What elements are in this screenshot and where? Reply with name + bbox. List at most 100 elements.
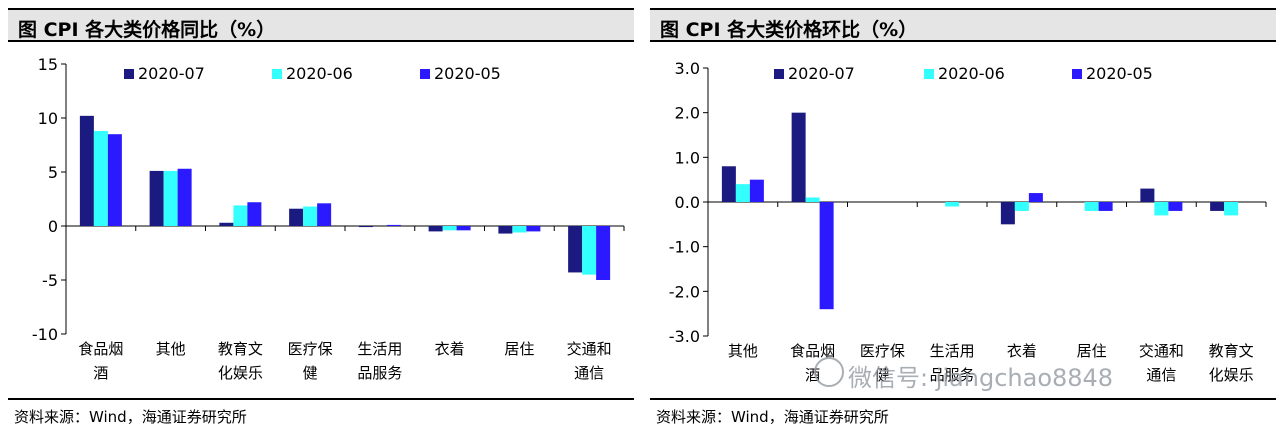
x-category-label: 居住 [504,340,534,358]
x-category-label: 生活用 [930,342,975,360]
bar-2020-05-4 [386,224,401,226]
x-category-label: 化娱乐 [218,364,263,382]
y-tick-label: -2.0 [669,282,700,301]
bar-2020-05-1 [177,168,192,226]
bar-2020-06-7 [582,226,597,275]
y-tick-label: 3.0 [675,59,700,78]
x-category-label: 酒 [93,364,108,382]
bar-2020-05-1 [819,202,834,310]
x-category-label: 交通和 [1139,342,1184,360]
bar-2020-06-1 [805,197,820,202]
legend-label: 2020-07 [788,64,855,83]
bar-2020-05-0 [749,179,764,202]
bar-2020-06-0 [735,184,750,202]
left-chart-panel: 图 CPI 各大类价格同比（%） 15 10 5 0 -5 -10 食品烟酒 其他 教育文 化娱乐… [8,0,634,430]
legend-swatch [272,69,282,79]
x-category-label: 教育文 [1209,342,1254,360]
left-source-note: 资料来源：Wind，海通证券研究所 [14,408,247,426]
x-category-label: 健 [303,364,318,382]
right-source-note: 资料来源：Wind，海通证券研究所 [656,408,889,426]
bar-2020-07-0 [79,115,94,226]
x-category-label: 其他 [156,340,186,358]
legend-swatch [774,69,784,79]
bar-2020-05-3 [317,203,332,226]
x-category-label: 其他 [728,342,758,360]
y-tick-label: -10 [32,325,58,344]
mom-bar-chart: 3.02.01.00.0-1.0-2.0-3.0其他 食品烟酒医疗保健生活用品服务… [669,59,1267,384]
x-category-label: 化娱乐 [1209,366,1254,384]
bar-2020-05-0 [107,134,122,226]
bar-2020-05-4 [1028,193,1043,202]
x-category-label: 衣着 [1007,342,1037,360]
bar-2020-05-7 [596,226,611,280]
x-category-label: 通信 [574,364,604,382]
x-category-label: 通信 [1146,366,1176,384]
legend-label: 2020-06 [286,64,353,83]
watermark-text: 微信号: jiangchao8848 [848,364,1114,392]
right-source-bar: 资料来源：Wind，海通证券研究所 [650,398,1276,428]
bar-2020-06-1 [163,170,178,226]
bar-2020-05-5 [1098,202,1113,211]
y-tick-label: -1.0 [669,238,700,257]
y-tick-label: 0 [48,217,58,236]
legend-swatch [420,69,430,79]
bar-2020-07-1 [149,170,164,226]
legend-swatch [124,69,134,79]
right-title-bar: 图 CPI 各大类价格环比（%） [650,8,1276,42]
bar-2020-06-5 [1084,202,1099,211]
x-category-label: 医疗保 [288,340,333,358]
x-category-label: 健 [875,366,890,384]
y-tick-label: 15 [38,55,58,74]
bar-2020-06-2 [233,205,248,226]
bar-2020-06-4 [1014,202,1029,211]
bar-2020-06-6 [512,226,527,233]
x-category-label: 交通和 [567,340,612,358]
bar-2020-07-1 [791,112,806,202]
x-category-label: 食品烟 [78,340,123,358]
legend-label: 2020-05 [434,64,501,83]
bar-2020-07-2 [219,222,234,226]
bar-2020-05-5 [456,226,471,231]
right-chart-panel: 图 CPI 各大类价格环比（%） 3.0 2.0 1.0 0.0 -1.0 -2.0 -3.… [650,0,1276,430]
x-category-label: 食品烟 [790,342,835,360]
bar-2020-06-6 [1154,202,1169,216]
legend-label: 2020-06 [938,64,1005,83]
bar-2020-07-5 [428,226,443,232]
bar-2020-07-6 [498,226,513,234]
legend-swatch [1072,69,1082,79]
y-tick-label: -5 [42,271,58,290]
bar-2020-07-6 [1140,188,1155,202]
left-source-bar: 资料来源：Wind，海通证券研究所 [8,398,634,428]
right-chart-title: 图 CPI 各大类价格环比（%） [660,19,918,41]
x-category-label: 居住 [1077,342,1107,360]
bar-2020-07-4 [358,226,373,228]
y-tick-label: 10 [38,109,58,128]
left-chart-title: 图 CPI 各大类价格同比（%） [18,19,276,41]
bar-2020-06-5 [442,226,457,231]
bar-2020-07-7 [1210,202,1225,211]
x-category-label: 衣着 [435,340,465,358]
bar-2020-07-0 [721,166,736,202]
bar-2020-05-6 [526,226,541,232]
bar-2020-07-3 [289,208,304,226]
legend-swatch [924,69,934,79]
x-category-label: 教育文 [218,340,263,358]
bar-2020-05-2 [247,202,262,226]
legend-label: 2020-07 [138,64,205,83]
y-tick-label: 0.0 [675,193,700,212]
bar-2020-06-0 [93,130,108,226]
y-tick-label: 2.0 [675,104,700,123]
bar-2020-06-3 [945,202,960,207]
x-category-label: 品服务 [357,364,402,382]
bar-2020-07-4 [1000,202,1015,225]
wechat-icon [814,357,844,387]
bar-2020-07-7 [568,226,583,273]
x-category-label: 品服务 [930,366,975,384]
legend-label: 2020-05 [1086,64,1153,83]
bar-2020-05-6 [1168,202,1183,211]
bar-2020-06-3 [303,206,318,226]
left-title-bar: 图 CPI 各大类价格同比（%） [8,8,634,42]
bar-2020-06-7 [1224,202,1239,216]
y-tick-label: 1.0 [675,148,700,167]
